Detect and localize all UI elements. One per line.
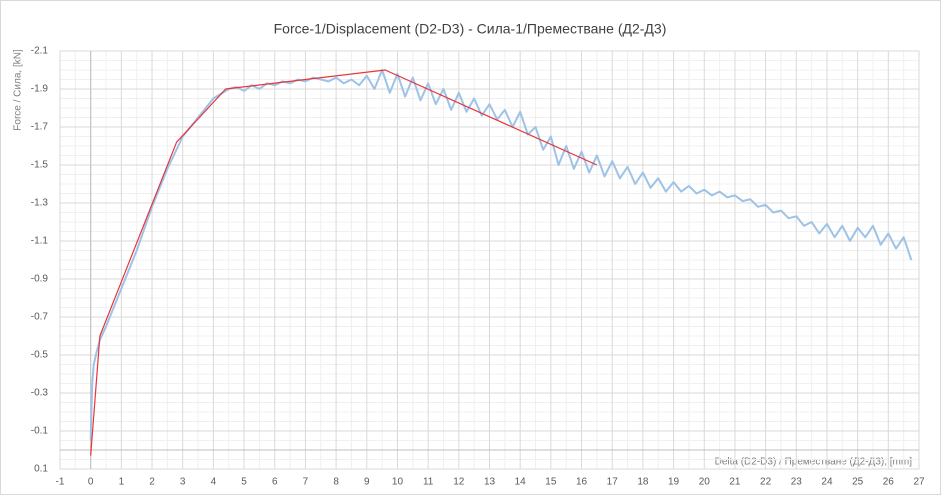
x-tick-label: 17 [607,477,619,488]
x-tick-label: 12 [453,477,465,488]
x-tick-label: 5 [241,477,247,488]
x-tick-label: 27 [913,477,925,488]
y-tick-label: -0.1 [31,426,49,437]
x-tick-label: 24 [821,477,833,488]
y-axis-label: Force / Сила, [kN] [13,49,24,131]
x-tick-label: 18 [637,477,649,488]
x-tick-label: 14 [515,477,527,488]
y-tick-label: -1.7 [31,122,49,133]
x-tick-label: 10 [392,477,404,488]
y-tick-label: -1.9 [31,84,49,95]
y-tick-label: -2.1 [31,46,49,57]
y-tick-label: 0.1 [34,464,48,475]
y-tick-label: -0.5 [31,350,49,361]
x-tick-label: 3 [180,477,186,488]
y-tick-label: -1.5 [31,160,49,171]
x-tick-label: 19 [668,477,680,488]
y-tick-label: -0.3 [31,388,49,399]
x-tick-label: 25 [852,477,864,488]
y-tick-label: -1.1 [31,236,49,247]
y-tick-label: -1.3 [31,198,49,209]
chart-title: Force-1/Displacement (D2-D3) - Сила-1/Пр… [274,21,667,37]
x-tick-label: 13 [484,477,496,488]
x-tick-label: 7 [303,477,309,488]
x-tick-label: -1 [56,477,65,488]
x-tick-label: 6 [272,477,278,488]
x-tick-label: 2 [149,477,155,488]
y-tick-label: -0.7 [31,312,49,323]
x-tick-label: 9 [364,477,370,488]
x-tick-label: 23 [791,477,803,488]
x-tick-label: 4 [211,477,217,488]
x-tick-label: 22 [760,477,772,488]
x-tick-label: 0 [88,477,94,488]
x-tick-label: 11 [423,477,434,488]
x-tick-label: 21 [729,477,741,488]
x-axis-label: Delta (D2-D3) / Преместване (Д2-Д3), [mm… [715,457,913,468]
x-tick-label: 20 [699,477,711,488]
x-tick-label: 26 [883,477,895,488]
data-line [90,69,598,456]
x-tick-label: 16 [576,477,588,488]
x-tick-label: 1 [119,477,125,488]
y-tick-label: -0.9 [31,274,49,285]
x-tick-label: 15 [545,477,557,488]
x-tick-label: 8 [333,477,339,488]
